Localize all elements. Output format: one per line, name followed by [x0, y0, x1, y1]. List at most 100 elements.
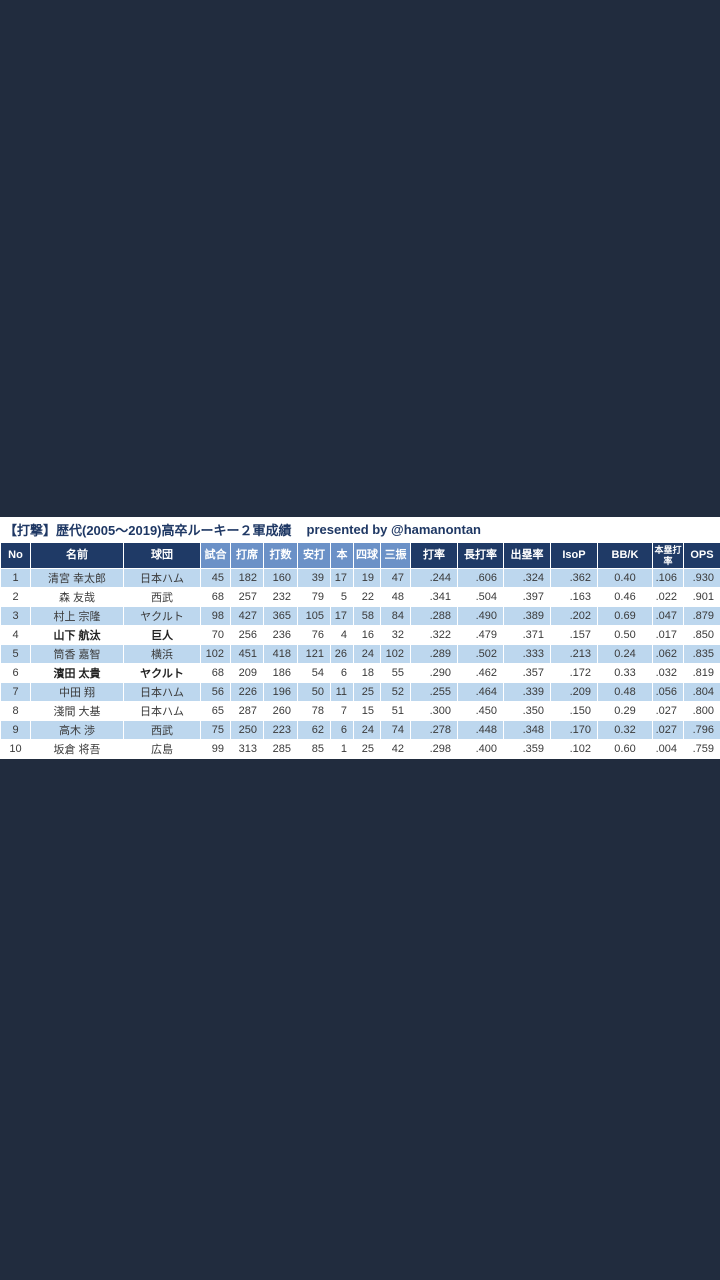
- table-cell: 74: [380, 720, 411, 740]
- table-cell: .322: [410, 625, 458, 645]
- table-cell: 0.32: [597, 720, 653, 740]
- stats-table-panel: 【打撃】歴代(2005～2019)高卒ルーキー２軍成績 presented by…: [0, 517, 720, 759]
- table-cell: 0.24: [597, 644, 653, 664]
- table-cell: 18: [353, 663, 381, 683]
- table-cell: .324: [503, 568, 551, 588]
- table-cell: 6: [330, 720, 354, 740]
- table-cell: 0.60: [597, 739, 653, 759]
- table-cell: .819: [683, 663, 720, 683]
- table-cell: .170: [550, 720, 598, 740]
- table-cell: .464: [457, 682, 504, 702]
- table-cell: .389: [503, 606, 551, 626]
- table-cell: 日本ハム: [123, 701, 201, 721]
- column-header-6: 打数: [263, 542, 298, 569]
- table-cell: 森 友哉: [30, 587, 124, 607]
- table-cell: 55: [380, 663, 411, 683]
- table-cell: 47: [380, 568, 411, 588]
- table-cell: 高木 渉: [30, 720, 124, 740]
- table-cell: .298: [410, 739, 458, 759]
- table-cell: 365: [263, 606, 298, 626]
- table-cell: 209: [230, 663, 264, 683]
- table-cell: .163: [550, 587, 598, 607]
- table-cell: 淺間 大基: [30, 701, 124, 721]
- table-cell: 102: [380, 644, 411, 664]
- table-cell: .504: [457, 587, 504, 607]
- column-header-4: 試合: [200, 542, 231, 569]
- table-cell: 8: [0, 701, 31, 721]
- table-cell: .759: [683, 739, 720, 759]
- table-cell: 1: [330, 739, 354, 759]
- table-cell: 418: [263, 644, 298, 664]
- table-cell: 102: [200, 644, 231, 664]
- table-credit: presented by @hamanontan: [306, 522, 481, 537]
- column-header-1: No: [0, 542, 31, 569]
- table-cell: .209: [550, 682, 598, 702]
- table-cell: .930: [683, 568, 720, 588]
- table-cell: .289: [410, 644, 458, 664]
- table-row: 9 高木 渉西武 75 250 223 62 6 24 74.278.448.348.170 0.…: [0, 720, 720, 740]
- table-cell: .202: [550, 606, 598, 626]
- table-cell: 85: [297, 739, 331, 759]
- table-cell: 4: [0, 625, 31, 645]
- table-cell: ヤクルト: [123, 663, 201, 683]
- table-cell: 226: [230, 682, 264, 702]
- table-cell: .796: [683, 720, 720, 740]
- table-cell: .462: [457, 663, 504, 683]
- table-cell: 6: [0, 663, 31, 683]
- column-header-16: 本塁打率: [652, 542, 684, 569]
- table-cell: 45: [200, 568, 231, 588]
- table-cell: 2: [0, 587, 31, 607]
- table-cell: 7: [330, 701, 354, 721]
- table-cell: .348: [503, 720, 551, 740]
- table-cell: .371: [503, 625, 551, 645]
- table-cell: 256: [230, 625, 264, 645]
- table-cell: 99: [200, 739, 231, 759]
- table-cell: 287: [230, 701, 264, 721]
- table-cell: .027: [652, 720, 684, 740]
- table-cell: .290: [410, 663, 458, 683]
- column-header-7: 安打: [297, 542, 331, 569]
- table-cell: 76: [297, 625, 331, 645]
- table-cell: 65: [200, 701, 231, 721]
- table-cell: .032: [652, 663, 684, 683]
- table-row: 1 清宮 幸太郎 日本ハム 45 182 160 39 17 19 47.244.606.324.…: [0, 568, 720, 588]
- table-cell: 51: [380, 701, 411, 721]
- table-cell: 70: [200, 625, 231, 645]
- table-cell: 186: [263, 663, 298, 683]
- table-cell: 54: [297, 663, 331, 683]
- table-cell: 98: [200, 606, 231, 626]
- table-cell: 84: [380, 606, 411, 626]
- table-cell: 5: [0, 644, 31, 664]
- table-row: 10 坂倉 将吾 広島 99 313 285 85 1 25 42.298.400.359.102…: [0, 739, 720, 759]
- table-cell: 17: [330, 606, 354, 626]
- table-cell: .244: [410, 568, 458, 588]
- table-cell: .800: [683, 701, 720, 721]
- table-cell: .102: [550, 739, 598, 759]
- table-cell: 22: [353, 587, 381, 607]
- table-cell: 68: [200, 587, 231, 607]
- column-header-5: 打席: [230, 542, 264, 569]
- table-cell: 25: [353, 739, 381, 759]
- column-header-9: 四球: [353, 542, 381, 569]
- table-cell: .022: [652, 587, 684, 607]
- table-cell: 24: [353, 644, 381, 664]
- table-cell: 清宮 幸太郎: [30, 568, 124, 588]
- table-cell: 62: [297, 720, 331, 740]
- table-cell: 24: [353, 720, 381, 740]
- table-cell: 濱田 太貴: [30, 663, 124, 683]
- table-cell: .056: [652, 682, 684, 702]
- table-cell: .172: [550, 663, 598, 683]
- table-cell: 日本ハム: [123, 568, 201, 588]
- column-header-3: 球団: [123, 542, 201, 569]
- column-header-2: 名前: [30, 542, 124, 569]
- table-cell: 427: [230, 606, 264, 626]
- table-cell: 257: [230, 587, 264, 607]
- table-cell: 9: [0, 720, 31, 740]
- column-header-8: 本: [330, 542, 354, 569]
- table-cell: 48: [380, 587, 411, 607]
- stats-table: No 名前 球団 試合 打席 打数 安打本四球 三振 打率 長打率 出塁率 IsoP BB/K 本塁打率 O…: [0, 542, 720, 759]
- table-cell: 西武: [123, 587, 201, 607]
- table-cell: 50: [297, 682, 331, 702]
- table-cell: .397: [503, 587, 551, 607]
